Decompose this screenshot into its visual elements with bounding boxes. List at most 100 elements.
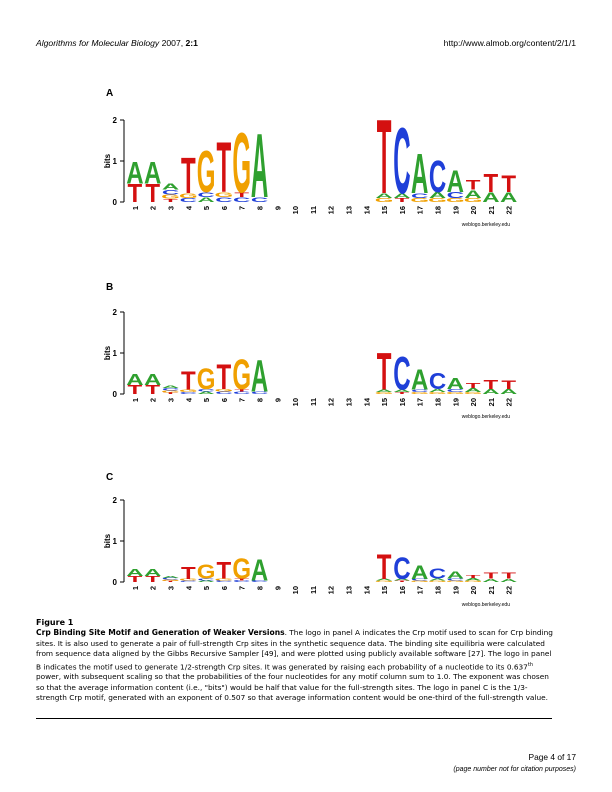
logo-letter-t: T [501, 379, 516, 392]
position-label: 7 [238, 586, 247, 590]
position-label: 10 [291, 586, 300, 594]
logo-letter-g: G [197, 561, 216, 584]
logo-letter-c: C [411, 389, 428, 393]
logo-letter-g: G [179, 389, 198, 393]
logo-letter-t: T [234, 388, 249, 392]
figure-caption: Figure 1 Crp Binding Site Motif and Gene… [36, 618, 554, 704]
logo-letter-t: T [395, 197, 410, 204]
position-label: 17 [416, 206, 425, 214]
logo-letter-g: G [410, 580, 429, 582]
logo-letter-c: C [197, 388, 214, 392]
caption-rule [36, 718, 552, 719]
position-label: 10 [291, 398, 300, 406]
position-label: 1 [131, 398, 140, 402]
logo-letter-g: G [375, 580, 394, 582]
logo-letter-c: C [251, 580, 268, 583]
running-header-url: http://www.almob.org/content/2/1/1 [443, 38, 576, 48]
position-label: 6 [220, 586, 229, 590]
logo-letter-a: A [251, 553, 269, 587]
position-label: 16 [398, 586, 407, 594]
logo-letter-t: T [217, 558, 232, 585]
logo-letter-c: C [447, 190, 464, 199]
logo-letter-a: A [464, 188, 482, 201]
logo-letter-a: A [411, 142, 428, 206]
position-label: 10 [291, 206, 300, 214]
position-label: 2 [149, 206, 158, 210]
logo-letter-c: C [251, 391, 268, 395]
logo-letter-g: G [375, 197, 394, 204]
logo-letter-a: A [126, 566, 143, 578]
position-label: 7 [238, 206, 247, 210]
journal-volume: 2:1 [185, 38, 198, 48]
panel-label-c: C [106, 472, 114, 483]
logo-letter-a: A [375, 192, 393, 200]
position-label: 19 [451, 586, 460, 594]
logo-letter-c: C [429, 368, 446, 393]
position-label: 15 [380, 206, 389, 214]
logo-letter-t: T [163, 198, 178, 203]
position-label: 20 [469, 398, 478, 406]
logo-letter-t: T [484, 170, 499, 198]
position-label: 3 [167, 206, 176, 210]
logo-letter-c: C [233, 391, 250, 395]
logo-letter-a: A [429, 578, 446, 581]
logo-letter-c: C [393, 347, 410, 400]
logo-letter-a: A [251, 350, 268, 401]
position-label: 12 [327, 398, 336, 406]
position-label: 11 [309, 398, 318, 406]
logo-letter-g: G [197, 138, 216, 205]
logo-letter-c: C [447, 578, 464, 581]
panel-label-b: B [106, 282, 114, 293]
logo-letter-t: T [484, 571, 499, 580]
logo-letter-a: A [375, 389, 392, 393]
logo-letter-c: C [162, 578, 179, 581]
y-axis-label: bits [103, 153, 112, 168]
caption-body-continued: power, with subsequent scaling so that t… [36, 672, 549, 703]
position-label: 22 [505, 206, 514, 214]
logo-letter-c: C [429, 150, 446, 201]
position-label: 7 [238, 398, 247, 402]
logo-letter-g: G [446, 580, 465, 582]
logo-letter-t: T [377, 549, 392, 588]
position-label: 9 [273, 398, 282, 402]
logo-letter-c: C [233, 196, 251, 204]
position-label: 4 [184, 205, 193, 210]
logo-letter-g: G [232, 553, 251, 585]
logo-letter-a: A [464, 387, 482, 394]
logo-letter-g: G [215, 191, 234, 199]
logo-letter-c: C [197, 191, 215, 199]
logo-letter-c: C [162, 188, 180, 196]
logo-letter-c: C [180, 197, 198, 204]
logo-letter-t: T [128, 383, 143, 397]
position-label: 9 [273, 586, 282, 590]
logo-letter-a: A [482, 388, 500, 396]
position-label: 16 [398, 398, 407, 406]
journal-year: 2007, [161, 38, 184, 48]
citation-note: (page number not for citation purposes) [453, 766, 576, 773]
position-label: 21 [487, 398, 496, 406]
logo-letter-g: G [232, 116, 251, 211]
position-label: 15 [380, 586, 389, 594]
panel-label-a: A [106, 88, 114, 99]
logo-letter-g: G [446, 392, 465, 395]
position-label: 6 [220, 206, 229, 210]
logo-letter-t: T [145, 574, 160, 583]
position-label: 19 [451, 398, 460, 406]
running-header-citation: Algorithms for Molecular Biology 2007, 2… [36, 38, 198, 48]
logo-letter-g: G [428, 197, 447, 204]
logo-letter-a: A [393, 192, 411, 200]
logo-letter-t: T [501, 571, 516, 580]
logo-letter-g: G [464, 392, 483, 395]
position-label: 11 [309, 206, 318, 214]
position-label: 9 [273, 206, 282, 210]
logo-letter-a: A [144, 566, 161, 578]
position-label: 12 [327, 206, 336, 214]
logo-letter-g: G [410, 392, 429, 395]
logo-letter-g: G [215, 578, 234, 581]
logo-letter-c: C [429, 566, 446, 583]
y-tick-label: 2 [113, 496, 118, 505]
position-label: 13 [345, 586, 354, 594]
logo-letter-t: T [181, 564, 196, 583]
logo-letter-t: T [466, 177, 481, 193]
logo-letter-c: C [215, 196, 233, 204]
